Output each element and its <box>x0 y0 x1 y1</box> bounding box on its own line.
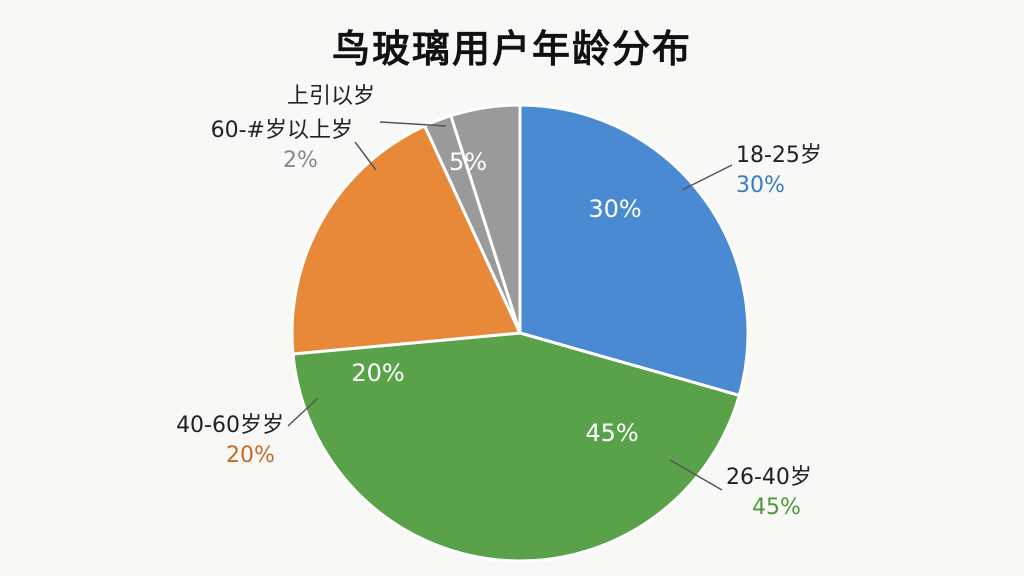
slice-percent-label: 5% <box>449 148 487 176</box>
leader-line <box>669 459 723 491</box>
pie-slice <box>518 103 750 398</box>
category-percent-label: 20% <box>226 443 275 468</box>
category-percent-label: 45% <box>752 495 801 520</box>
leader-line <box>287 397 319 427</box>
chart-title: 鸟玻璃用户年龄分布 <box>331 27 692 71</box>
pie-slice <box>448 103 522 334</box>
slice-percent-label: 45% <box>585 419 638 447</box>
category-percent-label: 30% <box>736 173 785 198</box>
category-label: 40-60岁岁 <box>176 413 284 438</box>
category-label: 26-40岁 <box>726 465 812 490</box>
slice-percent-label: 20% <box>351 359 404 387</box>
category-label: 上引以岁 <box>287 84 375 109</box>
category-label: 18-25岁 <box>736 143 822 168</box>
category-percent-label: 2% <box>283 148 318 173</box>
leader-line <box>379 121 447 127</box>
category-label: 60-#岁以上岁 <box>211 118 353 143</box>
leader-line <box>681 164 733 191</box>
leader-line <box>354 141 377 171</box>
pie-slice <box>290 123 523 356</box>
pie-slice <box>291 331 742 563</box>
slice-percent-label: 30% <box>588 195 641 223</box>
